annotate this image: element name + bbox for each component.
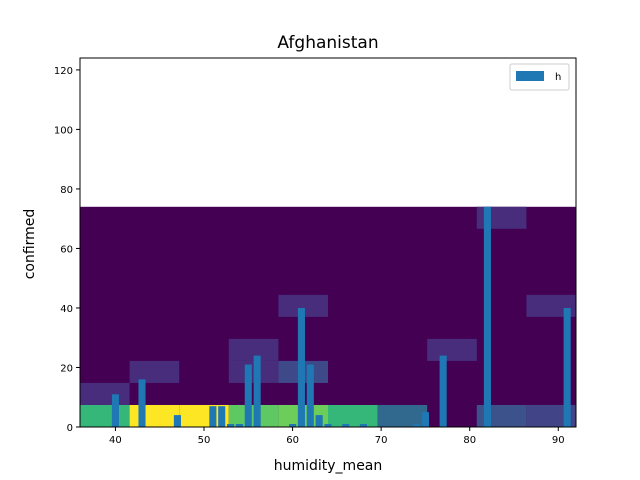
- bar: [359, 424, 367, 427]
- y-tick-label: 20: [60, 363, 73, 374]
- bar: [227, 424, 235, 427]
- bar: [413, 424, 421, 427]
- y-tick-label: 0: [67, 423, 73, 434]
- x-tick-label: 40: [109, 435, 122, 446]
- bar: [421, 412, 429, 427]
- y-tick-label: 100: [54, 125, 73, 136]
- x-axis-label: humidity_mean: [274, 458, 383, 474]
- heatmap-cell: [328, 404, 378, 427]
- x-tick-label: 70: [375, 435, 388, 446]
- heatmap-cell: [80, 382, 130, 405]
- legend: h: [509, 63, 570, 91]
- chart-title: Afghanistan: [277, 33, 378, 53]
- heatmap-cell: [129, 360, 180, 383]
- legend-label-h: h: [555, 72, 561, 83]
- bar: [289, 424, 297, 427]
- bar: [253, 355, 261, 427]
- axes: 40 50 60 70 80 90 0 20 40 60 80 100 120: [54, 57, 577, 446]
- bar: [235, 424, 243, 427]
- bar: [324, 424, 332, 427]
- bar: [342, 424, 350, 427]
- y-axis-label: confirmed: [22, 209, 38, 280]
- axes-frame: [79, 57, 577, 428]
- heatmap-cell: [427, 338, 477, 361]
- x-tick-label: 90: [552, 435, 565, 446]
- bar: [315, 415, 323, 427]
- bar: [297, 307, 305, 427]
- x-tick-label: 50: [198, 435, 211, 446]
- bar: [483, 206, 491, 427]
- legend-swatch-h: [516, 71, 544, 81]
- bar: [244, 364, 252, 427]
- heatmap-cell: [129, 404, 180, 427]
- bar: [138, 379, 146, 427]
- y-tick-label: 40: [60, 304, 73, 315]
- y-tick-label: 60: [60, 244, 73, 255]
- heatmap-cell: [377, 404, 428, 427]
- x-tick-label: 60: [286, 435, 299, 446]
- plot-area: [80, 206, 576, 427]
- heatmap-cell: [278, 294, 328, 317]
- bar: [218, 406, 226, 427]
- y-tick-label: 80: [60, 185, 73, 196]
- y-tick-label: 120: [54, 66, 73, 77]
- bar: [306, 364, 314, 427]
- heatmap-cell: [228, 338, 279, 361]
- bar: [563, 307, 571, 427]
- x-tick-label: 80: [463, 435, 476, 446]
- heatmap-cell: [80, 404, 130, 427]
- bar: [209, 406, 217, 427]
- bar: [173, 415, 181, 427]
- bar: [111, 394, 119, 427]
- bar: [439, 355, 447, 427]
